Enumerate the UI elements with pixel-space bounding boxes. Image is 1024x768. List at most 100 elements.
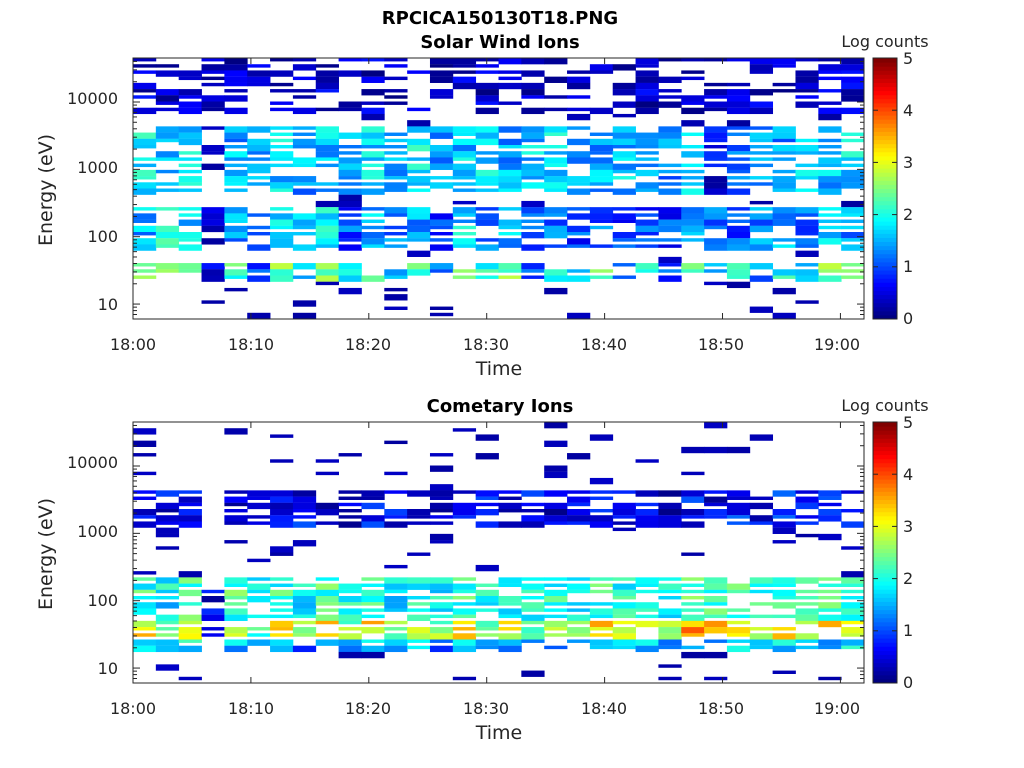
heatmap-cell	[133, 428, 157, 435]
heatmap-cell	[841, 620, 865, 625]
heatmap-cell	[681, 219, 705, 226]
heatmap-cell	[155, 269, 180, 273]
heatmap-cell	[498, 275, 522, 279]
heatmap-cell	[475, 89, 499, 96]
heatmap-cell	[407, 263, 431, 270]
heatmap-cell	[795, 145, 819, 152]
y-tick-label: 100	[87, 227, 118, 246]
heatmap-cell	[681, 238, 705, 242]
heatmap-cell	[178, 515, 202, 522]
heatmap-cell	[292, 275, 317, 279]
heatmap-cell	[475, 101, 499, 105]
heatmap-cell	[567, 126, 591, 130]
heatmap-cell	[224, 602, 248, 606]
colorbar-swatch	[873, 446, 897, 452]
heatmap-cell	[292, 58, 317, 62]
colorbar-swatch	[873, 123, 897, 128]
heatmap-cell	[726, 95, 751, 102]
heatmap-cell	[270, 577, 294, 581]
heatmap-cell	[795, 608, 819, 615]
heatmap-cell	[544, 465, 568, 472]
heatmap-cell	[247, 490, 271, 497]
heatmap-cell	[521, 639, 545, 643]
heatmap-cell	[772, 58, 796, 65]
heatmap-cell	[338, 200, 362, 208]
heatmap-cell	[292, 589, 317, 597]
heatmap-cell	[567, 602, 591, 606]
heatmap-cell	[795, 89, 819, 93]
heatmap-cell	[384, 182, 408, 189]
heatmap-cell	[224, 521, 248, 525]
colorbar-swatch	[873, 674, 897, 680]
colorbar-swatch	[873, 168, 897, 173]
heatmap-cell	[704, 182, 728, 189]
colorbar-swatch	[873, 642, 897, 647]
heatmap-cell	[841, 546, 865, 550]
colorbar-swatch	[873, 548, 897, 553]
heatmap-cell	[201, 58, 225, 62]
heatmap-cell	[841, 608, 865, 615]
heatmap-cell	[292, 596, 317, 603]
heatmap-cell	[338, 169, 362, 177]
heatmap-cell	[475, 157, 499, 164]
heatmap-cell	[658, 596, 682, 600]
heatmap-cell	[589, 434, 614, 441]
heatmap-cell	[567, 107, 591, 112]
heatmap-cell	[178, 238, 202, 242]
heatmap-cell	[315, 459, 339, 463]
heatmap-cell	[133, 232, 157, 236]
heatmap-cell	[201, 145, 225, 152]
heatmap-cell	[224, 515, 248, 522]
heatmap-cell	[772, 577, 796, 584]
heatmap-cell	[818, 182, 842, 189]
heatmap-cell	[338, 70, 362, 77]
heatmap-cell	[772, 540, 796, 544]
heatmap-cell	[681, 107, 705, 115]
heatmap-cell	[726, 502, 751, 510]
heatmap-cell	[521, 521, 545, 528]
heatmap-cell	[315, 126, 339, 133]
heatmap-cell	[475, 645, 499, 650]
colorbar-swatch	[873, 265, 897, 271]
heatmap-cell	[224, 287, 248, 292]
colorbar-swatch	[873, 127, 897, 132]
heatmap-cell	[338, 509, 362, 513]
heatmap-cell	[133, 157, 157, 161]
colorbar-swatch	[873, 507, 897, 513]
heatmap-cell	[315, 70, 339, 77]
heatmap-cell	[658, 244, 682, 248]
heatmap-cell	[658, 263, 682, 267]
heatmap-cell	[315, 502, 339, 510]
heatmap-cell	[521, 232, 545, 239]
heatmap-cell	[635, 101, 659, 108]
heatmap-cell	[133, 138, 157, 146]
panel-cometary-ions: Cometary Ions 18:00 18:10 18:20 18:30 18…	[35, 396, 929, 744]
heatmap-cell	[704, 627, 728, 634]
heatmap-cell	[247, 263, 271, 270]
heatmap-cell	[681, 58, 705, 62]
heatmap-cell	[178, 496, 202, 503]
heatmap-cell	[749, 89, 774, 96]
heatmap-cell	[589, 138, 614, 146]
heatmap-cell	[544, 213, 568, 217]
heatmap-cell	[589, 107, 614, 115]
heatmap-cell	[270, 275, 294, 282]
colorbar-swatch	[873, 314, 897, 320]
heatmap-cell	[247, 82, 271, 87]
heatmap-cell	[201, 64, 225, 71]
heatmap-cell	[681, 608, 705, 612]
heatmap-cell	[224, 188, 248, 192]
heatmap-cell	[544, 126, 568, 133]
heatmap-cell	[429, 76, 454, 83]
heatmap-cell	[452, 620, 477, 625]
heatmap-cell	[133, 213, 157, 220]
colorbar-swatch	[873, 90, 897, 96]
heatmap-cell	[612, 627, 636, 634]
heatmap-cell	[407, 515, 431, 519]
heatmap-cell	[795, 238, 819, 245]
heatmap-cell	[270, 627, 294, 631]
heatmap-cell	[772, 527, 796, 534]
heatmap-cell	[475, 126, 499, 133]
heatmap-cell	[155, 614, 180, 621]
heatmap-cell	[133, 440, 157, 447]
